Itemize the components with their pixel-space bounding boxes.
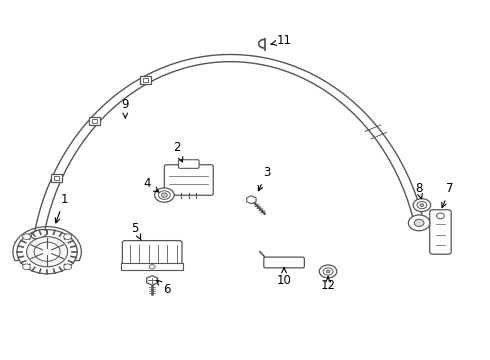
Text: 3: 3 — [258, 166, 270, 191]
FancyBboxPatch shape — [89, 117, 99, 125]
FancyBboxPatch shape — [143, 78, 148, 82]
Circle shape — [417, 202, 427, 209]
Circle shape — [319, 265, 337, 278]
Text: 2: 2 — [173, 141, 183, 162]
FancyBboxPatch shape — [430, 210, 451, 254]
Text: 1: 1 — [55, 193, 68, 223]
Circle shape — [26, 237, 68, 267]
Circle shape — [161, 193, 167, 197]
FancyBboxPatch shape — [140, 76, 151, 84]
Circle shape — [413, 199, 431, 212]
FancyBboxPatch shape — [51, 174, 62, 182]
Circle shape — [323, 268, 333, 275]
FancyBboxPatch shape — [178, 160, 199, 168]
Circle shape — [159, 191, 170, 199]
FancyBboxPatch shape — [122, 263, 183, 270]
Text: 5: 5 — [131, 222, 141, 240]
Circle shape — [420, 204, 424, 207]
Circle shape — [155, 188, 174, 202]
Text: 11: 11 — [271, 34, 292, 48]
Circle shape — [34, 242, 60, 261]
Polygon shape — [34, 54, 424, 235]
FancyBboxPatch shape — [164, 165, 213, 195]
FancyBboxPatch shape — [54, 176, 59, 180]
Text: 4: 4 — [144, 177, 159, 192]
Circle shape — [64, 264, 72, 270]
FancyBboxPatch shape — [92, 119, 97, 123]
Text: 10: 10 — [277, 268, 292, 287]
Polygon shape — [247, 196, 256, 204]
Circle shape — [149, 265, 155, 269]
FancyBboxPatch shape — [122, 240, 182, 266]
Circle shape — [408, 215, 430, 231]
Circle shape — [64, 234, 72, 239]
Text: 9: 9 — [122, 98, 129, 118]
Ellipse shape — [31, 230, 47, 239]
Circle shape — [326, 270, 330, 273]
Text: 8: 8 — [415, 183, 422, 199]
Text: 12: 12 — [320, 276, 336, 292]
Circle shape — [17, 230, 77, 274]
Polygon shape — [147, 276, 158, 285]
FancyBboxPatch shape — [264, 257, 304, 268]
Text: 6: 6 — [157, 280, 171, 296]
Circle shape — [437, 213, 444, 219]
Circle shape — [23, 264, 30, 270]
Circle shape — [23, 234, 30, 239]
Text: 7: 7 — [442, 183, 454, 207]
Circle shape — [414, 219, 424, 226]
